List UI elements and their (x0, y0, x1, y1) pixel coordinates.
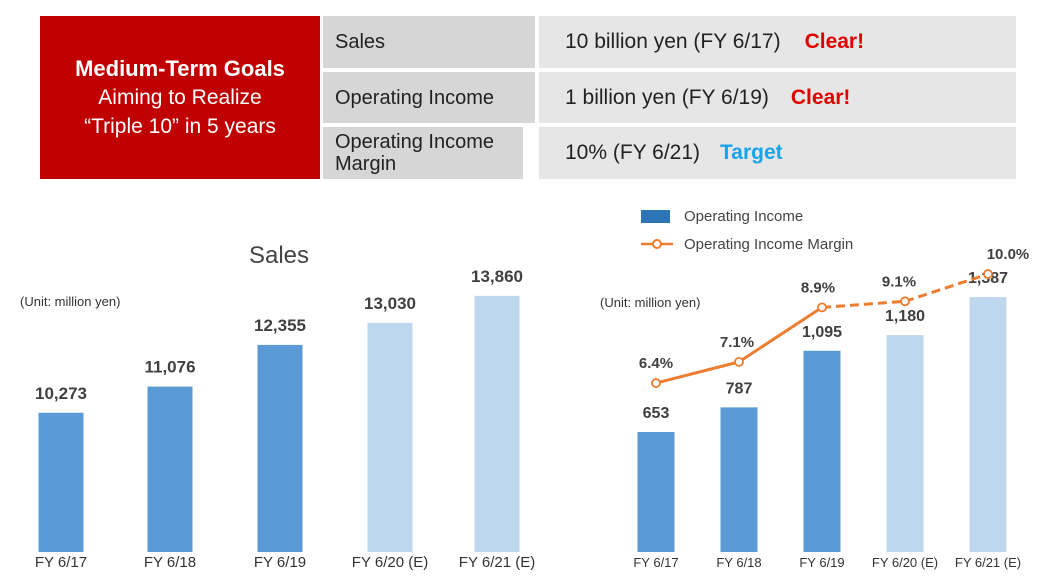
unit-note: (Unit: million yen) (600, 295, 700, 310)
operating-income-bar (969, 297, 1007, 552)
margin-line-segment (655, 360, 740, 385)
sales-value-label: 13,860 (471, 267, 523, 286)
legend-label-operating-income-margin: Operating Income Margin (684, 236, 853, 253)
goal-row-operating-income: Operating Income 1 billion yen (FY 6/19)… (323, 72, 1016, 123)
operating-income-bar (637, 431, 675, 552)
margin-point (900, 296, 910, 307)
sales-bar (367, 322, 413, 552)
medium-term-goals-panel: Medium-Term Goals Aiming to Realize “Tri… (40, 16, 1016, 179)
x-tick-label: FY 6/20 (E) (872, 555, 938, 570)
operating-income-bar (803, 350, 841, 552)
sales-value-label: 10,273 (35, 384, 87, 403)
sales-bar (147, 386, 193, 552)
operating-income-bar (886, 335, 924, 552)
chart-title: Sales (249, 242, 309, 269)
goals-subtitle-line2: “Triple 10” in 5 years (84, 114, 276, 138)
margin-value-label: 6.4% (639, 355, 673, 372)
goal-label: Sales (323, 16, 535, 68)
margin-value-label: 8.9% (801, 279, 835, 296)
margin-line-segment (821, 299, 906, 309)
legend-label-operating-income: Operating Income (684, 208, 803, 225)
sales-bar (38, 412, 84, 552)
goal-status-badge: Clear! (790, 85, 851, 109)
sales-bar (257, 344, 303, 552)
goal-value: 10% (FY 6/21) (565, 141, 701, 164)
goals-subtitle-line1: Aiming to Realize (98, 85, 262, 109)
margin-value-label: 7.1% (720, 334, 754, 351)
margin-value-label: 10.0% (987, 246, 1030, 263)
goal-row-operating-income-margin: Operating Income Margin 10% (FY 6/21) Ta… (323, 127, 1016, 179)
margin-line-segment (904, 272, 989, 303)
sales-bar-chart: Sales (Unit: million yen) 10,273 FY 6/17 1… (20, 242, 535, 571)
operating-income-value-label: 1,095 (802, 324, 842, 341)
margin-line-segment (738, 306, 823, 364)
x-tick-label: FY 6/21 (E) (955, 555, 1021, 570)
legend-swatch-operating-income (641, 210, 670, 223)
goal-value-cell: 10% (FY 6/21) Target (539, 127, 1016, 179)
goal-value-cell: 1 billion yen (FY 6/19) Clear! (539, 72, 1016, 123)
x-tick-label: FY 6/19 (254, 554, 306, 571)
x-tick-label: FY 6/19 (799, 555, 844, 570)
operating-income-value-label: 653 (643, 405, 670, 422)
sales-value-label: 13,030 (364, 294, 416, 313)
x-tick-label: FY 6/18 (716, 555, 761, 570)
goals-title-box: Medium-Term Goals Aiming to Realize “Tri… (40, 16, 320, 179)
goal-value-cell: 10 billion yen (FY 6/17) Clear! (539, 16, 1016, 68)
operating-income-chart: Operating Income Operating Income Margin… (600, 208, 1030, 570)
operating-income-value-label: 1,180 (885, 308, 925, 325)
x-tick-label: FY 6/17 (633, 555, 678, 570)
goal-label: Operating Income Margin (323, 127, 523, 179)
x-tick-label: FY 6/18 (144, 554, 196, 571)
margin-value-label: 9.1% (882, 273, 916, 290)
margin-point (734, 356, 744, 367)
margin-point (651, 378, 661, 388)
goals-title: Medium-Term Goals (75, 55, 285, 81)
goal-value: 10 billion yen (FY 6/17) (565, 30, 781, 53)
margin-point (817, 302, 827, 313)
sales-bar (474, 295, 520, 552)
operating-income-value-label: 787 (726, 380, 753, 397)
margin-point (983, 269, 993, 279)
sales-value-label: 12,355 (254, 316, 306, 335)
goal-status-badge: Target (720, 141, 783, 164)
goal-label: Operating Income (323, 72, 535, 123)
x-tick-label: FY 6/20 (E) (352, 554, 428, 571)
x-tick-label: FY 6/17 (35, 554, 87, 571)
goal-status-badge: Clear! (804, 30, 865, 53)
operating-income-bar (720, 407, 758, 552)
unit-note: (Unit: million yen) (20, 294, 120, 309)
goal-row-sales: Sales 10 billion yen (FY 6/17) Clear! (323, 16, 1016, 68)
legend-marker-margin (652, 239, 662, 249)
sales-value-label: 11,076 (144, 358, 195, 377)
x-tick-label: FY 6/21 (E) (459, 554, 535, 571)
goal-value: 1 billion yen (FY 6/19) (565, 85, 769, 109)
